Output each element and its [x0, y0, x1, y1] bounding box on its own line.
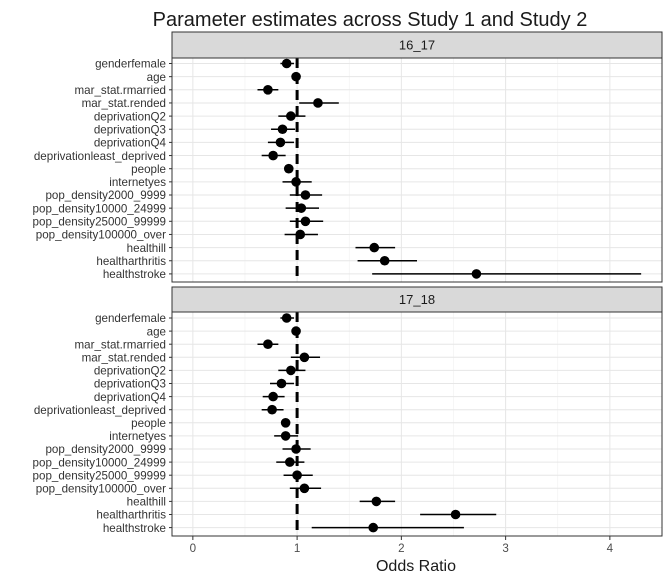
- x-tick-label: 4: [607, 542, 614, 555]
- estimate-point: [280, 431, 291, 441]
- estimate-point: [299, 483, 310, 494]
- category-label: pop_density2000_9999: [45, 189, 166, 202]
- category-label: people: [131, 417, 166, 430]
- estimate-point: [291, 444, 301, 454]
- category-label: age: [147, 71, 166, 84]
- estimate-point: [291, 326, 301, 336]
- estimate-point: [277, 124, 288, 135]
- estimate-point: [276, 378, 287, 389]
- x-tick-label: 2: [398, 542, 404, 555]
- estimate-point: [369, 242, 380, 253]
- panel-strip: [171, 286, 663, 313]
- category-label: internetyes: [109, 176, 166, 189]
- category-label: pop_density10000_24999: [33, 202, 166, 215]
- category-label: deprivationleast_deprived: [34, 150, 166, 163]
- estimate-point: [285, 457, 295, 467]
- category-label: internetyes: [109, 430, 166, 443]
- estimate-point: [267, 404, 277, 415]
- category-label: pop_density25000_99999: [33, 469, 166, 482]
- x-axis-title: Odds Ratio: [376, 558, 456, 575]
- category-label: pop_density100000_over: [36, 483, 166, 496]
- estimate-point: [292, 470, 302, 481]
- panel-border: [171, 57, 663, 283]
- estimate-point: [280, 418, 291, 428]
- estimate-point: [450, 509, 461, 520]
- category-label: genderfemale: [95, 58, 166, 71]
- category-label: people: [131, 163, 166, 176]
- category-label: healtharthritis: [96, 255, 166, 268]
- category-label: mar_stat.rmarried: [75, 338, 166, 351]
- category-label: mar_stat.rended: [82, 352, 166, 365]
- category-label: healthstroke: [103, 522, 166, 535]
- estimate-point: [283, 163, 294, 174]
- estimate-point: [313, 98, 323, 108]
- estimate-point: [471, 269, 482, 279]
- estimate-point: [268, 150, 278, 161]
- category-label: healthstroke: [103, 268, 166, 281]
- estimate-point: [291, 177, 301, 187]
- category-label: deprivationleast_deprived: [34, 404, 166, 417]
- category-label: pop_density25000_99999: [33, 216, 166, 229]
- category-label: deprivationQ2: [94, 110, 166, 123]
- category-label: genderfemale: [95, 312, 166, 325]
- estimate-point: [299, 352, 310, 363]
- panel-2: 17_18 genderfemaleagemar_stat.rmarriedmar…: [33, 286, 663, 537]
- category-label: pop_density10000_24999: [33, 456, 166, 469]
- estimate-point: [291, 71, 301, 82]
- estimate-point: [371, 496, 382, 507]
- x-tick-label: 3: [502, 542, 508, 555]
- estimate-point: [281, 58, 292, 69]
- estimate-point: [379, 255, 390, 266]
- category-label: pop_density2000_9999: [45, 443, 166, 456]
- chart-title: Parameter estimates across Study 1 and S…: [153, 9, 588, 31]
- panel-background: [172, 312, 662, 536]
- estimate-point: [281, 313, 292, 323]
- estimate-point: [300, 190, 311, 200]
- panel-strip-label: 17_18: [399, 292, 435, 307]
- estimate-point: [263, 85, 273, 95]
- category-label: deprivationQ3: [94, 123, 166, 136]
- estimate-point: [286, 111, 296, 121]
- estimate-point: [263, 339, 273, 350]
- category-label: mar_stat.rended: [82, 97, 166, 110]
- category-label: deprivationQ4: [94, 137, 167, 150]
- estimate-point: [300, 216, 311, 227]
- category-label: healthill: [127, 242, 166, 255]
- estimate-point: [286, 365, 296, 376]
- category-label: age: [147, 325, 166, 338]
- estimate-point: [275, 137, 286, 148]
- estimate-point: [268, 391, 278, 402]
- estimate-point: [296, 203, 307, 213]
- category-label: deprivationQ4: [94, 391, 167, 404]
- panel-1: 16_17 genderfemaleagemar_stat.rmarriedmar…: [33, 31, 663, 283]
- estimate-point: [368, 522, 379, 533]
- category-label: pop_density100000_over: [36, 229, 166, 242]
- category-label: healtharthritis: [96, 509, 166, 522]
- panel-border: [171, 311, 663, 537]
- x-tick-label: 1: [294, 542, 300, 555]
- category-label: healthill: [127, 496, 166, 509]
- panel-background: [172, 58, 662, 282]
- panel-strip-label: 16_17: [399, 38, 435, 53]
- panel-strip: [171, 31, 663, 59]
- category-label: mar_stat.rmarried: [75, 84, 166, 97]
- x-tick-label: 0: [190, 542, 196, 555]
- category-label: deprivationQ2: [94, 365, 166, 378]
- category-label: deprivationQ3: [94, 378, 166, 391]
- estimate-point: [295, 229, 306, 240]
